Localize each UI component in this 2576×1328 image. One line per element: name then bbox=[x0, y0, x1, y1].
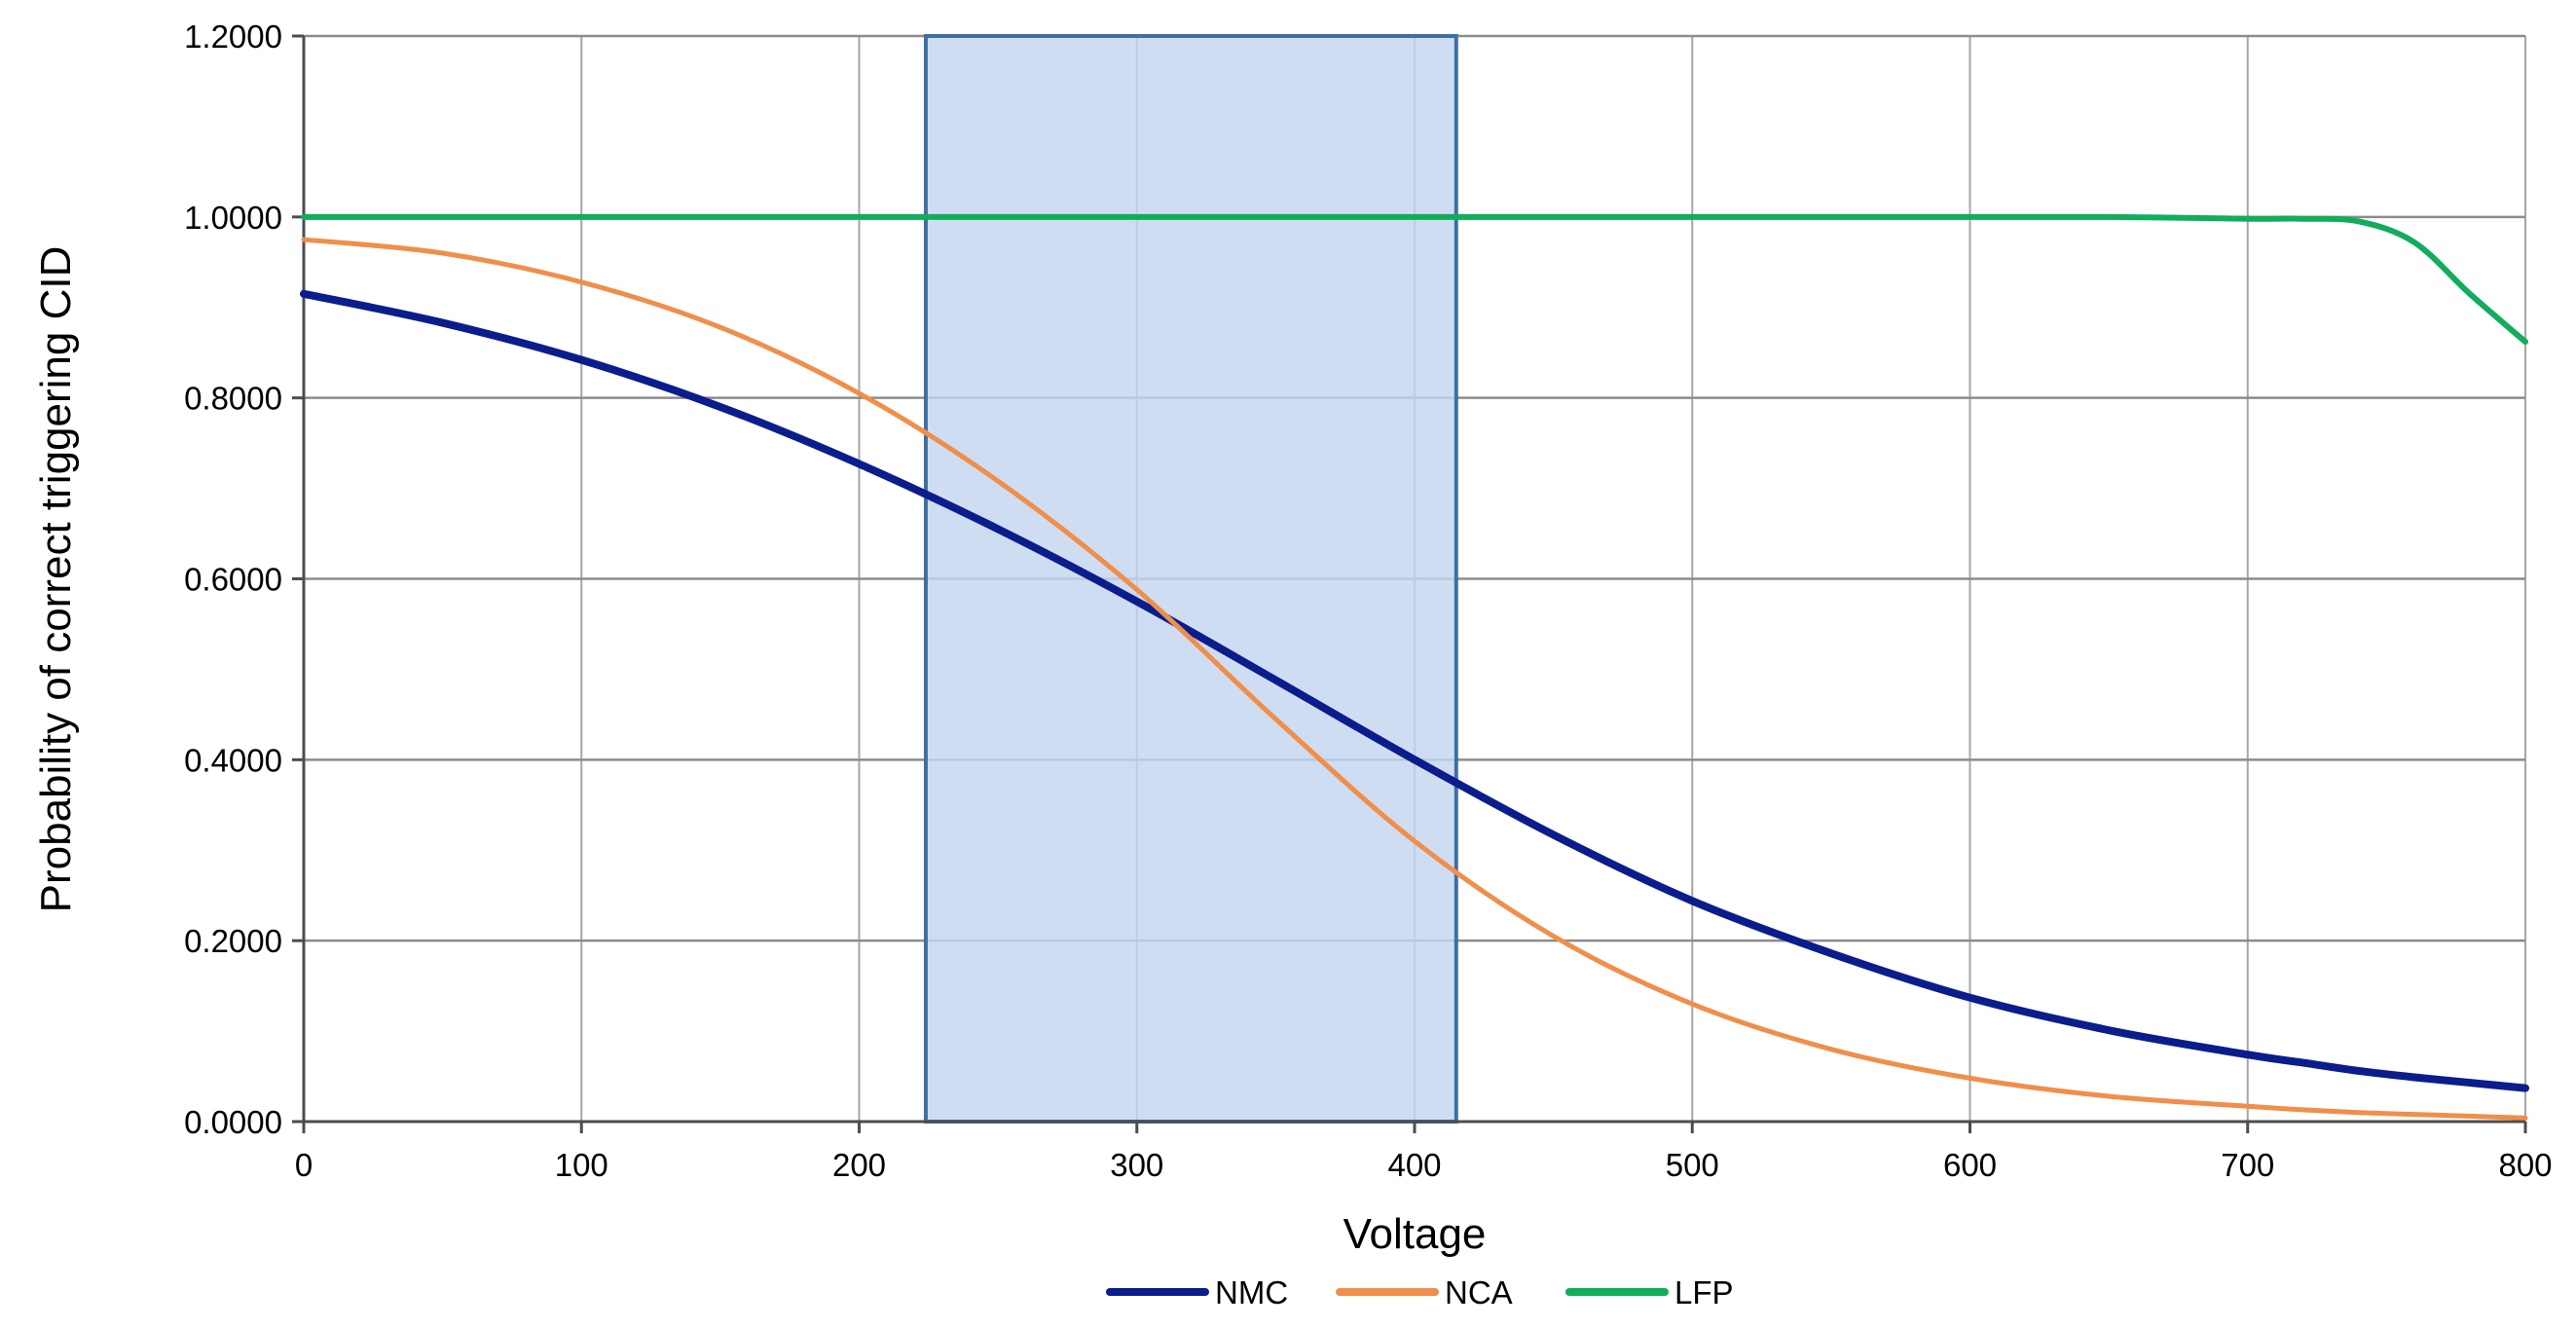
x-tick-label: 0 bbox=[295, 1147, 313, 1183]
y-tick-label: 0.0000 bbox=[184, 1104, 282, 1140]
legend-label-nmc: NMC bbox=[1215, 1274, 1288, 1310]
y-tick-label: 1.2000 bbox=[184, 18, 282, 55]
tick-labels: 0.0000 0.2000 0.4000 0.6000 0.8000 1.0000 1.20… bbox=[184, 18, 2552, 1183]
y-tick-label: 0.4000 bbox=[184, 742, 282, 778]
x-tick-label: 300 bbox=[1110, 1147, 1163, 1183]
y-tick-label: 0.6000 bbox=[184, 562, 282, 598]
highlight-region bbox=[923, 34, 1458, 1124]
legend-label-lfp: LFP bbox=[1674, 1274, 1734, 1310]
legend-label-nca: NCA bbox=[1445, 1274, 1513, 1310]
x-tick-label: 700 bbox=[2221, 1147, 2274, 1183]
x-tick-label: 100 bbox=[555, 1147, 608, 1183]
series-line-nca bbox=[301, 237, 2528, 1121]
series-line-nmc bbox=[300, 289, 2529, 1092]
series-lines bbox=[300, 213, 2529, 1121]
y-tick-label: 1.0000 bbox=[184, 200, 282, 236]
x-tick-label: 500 bbox=[1666, 1147, 1719, 1183]
x-tick-label: 200 bbox=[832, 1147, 886, 1183]
y-tick-label: 0.8000 bbox=[184, 381, 282, 417]
x-tick-label: 800 bbox=[2498, 1147, 2552, 1183]
x-tick-label: 400 bbox=[1387, 1147, 1441, 1183]
legend: NMC NCA LFP bbox=[1106, 1274, 1734, 1310]
highlight-region-layer bbox=[923, 34, 1458, 1124]
x-axis-title: Voltage bbox=[1343, 1210, 1487, 1258]
series-line-lfp bbox=[301, 213, 2528, 346]
x-tick-label: 600 bbox=[1943, 1147, 1997, 1183]
y-tick-label: 0.2000 bbox=[184, 923, 282, 959]
y-axis-title: Probability of correct triggering CID bbox=[32, 246, 80, 913]
